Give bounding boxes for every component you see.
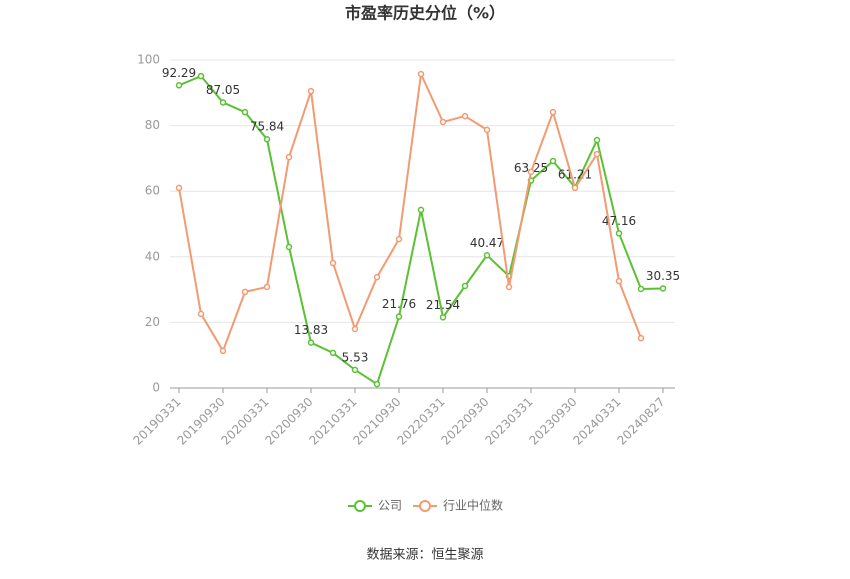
point [505,283,513,291]
point [461,112,469,120]
point [285,243,293,251]
point [549,157,557,165]
data-label: 63.25 [514,161,548,175]
point [439,118,447,126]
y-tick-label: 0 [152,381,160,395]
point [263,135,271,143]
data-label: 30.35 [646,269,680,283]
point [615,230,623,237]
y-tick-label: 80 [145,118,160,132]
legend-label: 行业中位数 [443,498,503,513]
point [659,285,667,292]
data-label: 87.05 [206,83,240,97]
point [329,259,337,267]
point [241,288,249,296]
data-label: 21.76 [382,297,416,311]
y-tick-label: 40 [145,249,160,263]
point [307,339,315,346]
point [549,108,557,116]
point [637,334,645,342]
point [175,82,183,89]
chart-title: 市盈率历史分位（%） [345,4,505,23]
y-tick-label: 100 [137,53,160,67]
source: 数据来源：恒生聚源 [366,548,483,563]
legend-label: 公司 [378,499,402,513]
data-label: 40.47 [470,236,504,250]
point [175,184,183,192]
point [329,349,337,357]
point [571,184,579,192]
legend-marker [354,500,366,512]
data-label: 75.84 [250,120,284,134]
data-label: 47.16 [602,214,636,228]
data-label: 13.83 [294,323,328,337]
point [285,153,293,161]
point [439,314,447,321]
point [197,310,205,318]
point [461,282,469,290]
data-label: 92.29 [162,66,196,80]
point [615,277,623,285]
point [219,99,227,106]
point [241,108,249,116]
series-line [178,70,642,354]
point [417,206,425,214]
y-tick-label: 20 [145,315,160,329]
point [219,347,227,355]
point [307,87,315,95]
point [527,168,535,176]
point [593,150,601,158]
point [395,235,403,243]
x-tick-label: 20240827 [615,395,668,448]
point [351,366,359,374]
point [197,72,205,80]
point [373,273,381,281]
data-label: 21.54 [426,298,460,312]
point [373,380,381,388]
point [417,70,425,78]
legend-marker [419,500,431,512]
point [483,252,491,259]
data-label: 5.53 [342,350,369,364]
point [395,313,403,320]
data-label: 61.21 [558,168,592,182]
point [593,136,601,144]
point [483,126,491,134]
point [263,283,271,291]
point [637,285,645,293]
y-tick-label: 60 [145,184,160,198]
point [351,325,359,333]
